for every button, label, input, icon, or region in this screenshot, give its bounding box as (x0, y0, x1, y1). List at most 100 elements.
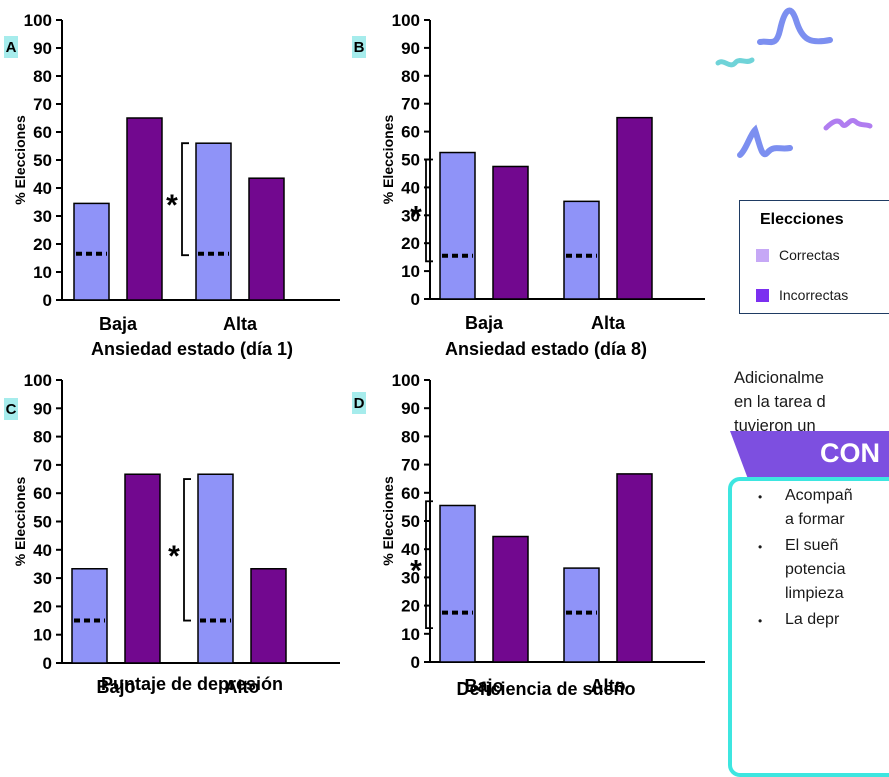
panel-d-significance-star: * (410, 555, 422, 588)
panel-b-x-axis-label: Ansiedad estado (día 8) (445, 339, 647, 359)
panel-d-bar-incorrectas-0 (492, 535, 529, 663)
panel-a-y-tick-label-40: 40 (33, 179, 52, 198)
panel-a-x-tick-label-1: Alta (223, 314, 258, 334)
legend-item-correctas: Correctas (756, 247, 840, 263)
panel-a-y-tick-label-80: 80 (33, 67, 52, 86)
panel-b-bar-incorrectas-1 (616, 116, 653, 300)
panel-letter-a: A (4, 36, 18, 58)
paragraph-line-2: en la tarea d (734, 393, 826, 411)
panel-d-y-tick-label-80: 80 (401, 427, 420, 446)
panel-a-y-tick-label-0: 0 (43, 291, 52, 310)
panel-d-bar-correctas-1 (563, 567, 600, 663)
panel-c-y-axis-label: % Elecciones (12, 477, 28, 567)
legend: Elecciones Correctas Incorrectas (739, 200, 889, 314)
panel-d-y-tick-label-40: 40 (401, 540, 420, 559)
panel-d-y-tick-label-60: 60 (401, 484, 420, 503)
panel-d-x-tick-label-1: Alto (591, 676, 626, 696)
conclusions-heading: CON (820, 438, 880, 468)
legend-swatch-correctas (756, 248, 769, 262)
panel-c-y-tick-label-100: 100 (24, 371, 52, 390)
bullet-dot-1: • (758, 490, 763, 504)
panel-d-x-axis-label: Deficiencia de sueño (456, 679, 635, 699)
bullet-2-line-1: El sueñ (785, 537, 839, 554)
chart-panel-c: 0 10 20 30 40 50 60 70 80 90 100 % Elecciones Bajo Al… (12, 371, 340, 697)
waveform-decoration (715, 7, 873, 158)
waveform-icon-blue-large (757, 7, 833, 46)
panel-a-y-tick-label-60: 60 (33, 123, 52, 142)
panel-c-bar-incorrectas-0 (124, 473, 161, 664)
panel-a-y-axis-label: % Elecciones (12, 115, 28, 205)
panel-d-y-tick-label-70: 70 (401, 456, 420, 475)
panel-b-x-tick-label-0: Baja (465, 313, 504, 333)
bullet-1-line-2: a formar (785, 511, 845, 528)
panel-a-bar-correctas-0 (73, 202, 110, 301)
panel-b-significance-star: * (410, 200, 422, 233)
legend-swatch-incorrectas (756, 288, 769, 302)
panel-b-bar-correctas-1 (563, 200, 600, 300)
panel-letter-d-text: D (353, 394, 365, 412)
panel-letter-b: B (352, 36, 366, 58)
panel-c-bar-correctas-0 (71, 568, 108, 664)
panel-c-y-tick-label-50: 50 (33, 513, 52, 532)
chart-panel-a: 0 10 20 30 40 50 60 70 80 90 100 % Elecciones Baja Al… (12, 11, 340, 359)
panel-b-y-tick-label-40: 40 (401, 178, 420, 197)
legend-label-correctas: Correctas (779, 247, 840, 263)
panel-b-y-axis-label: % Elecciones (380, 115, 396, 205)
panel-a-bar-incorrectas-0 (126, 117, 163, 301)
panel-c-x-axis-label: Puntaje de depresión (101, 674, 283, 694)
panel-a-y-tick-label-90: 90 (33, 39, 52, 58)
panel-c-y-tick-label-60: 60 (33, 484, 52, 503)
legend-title: Elecciones (760, 211, 844, 228)
panel-letter-d: D (352, 392, 366, 414)
panel-c-y-tick-label-30: 30 (33, 569, 52, 588)
panel-d-significance-bracket (425, 500, 433, 630)
panel-b-bar-incorrectas-0 (492, 165, 529, 300)
panel-b-y-tick-label-80: 80 (401, 67, 420, 86)
panel-d-y-tick-label-50: 50 (401, 512, 420, 531)
panel-c-y-tick-label-10: 10 (33, 626, 52, 645)
panel-b-significance-bracket (425, 158, 433, 263)
panel-b-y-tick-label-0: 0 (411, 290, 420, 309)
panel-b-y-tick-label-60: 60 (401, 123, 420, 142)
panel-d-bar-correctas-0 (439, 504, 476, 663)
panel-a-x-tick-label-0: Baja (99, 314, 138, 334)
panel-d-x-tick-label-0: Bajo (464, 676, 503, 696)
legend-label-incorrectas: Incorrectas (779, 287, 849, 303)
bullet-2-line-2: potencia (785, 561, 846, 578)
chart-panel-b: 0 10 20 30 40 50 60 70 80 90 100 % Elecciones Baja Al… (380, 11, 705, 359)
waveform-icon-blue-small (737, 124, 793, 158)
panel-d-y-tick-label-30: 30 (401, 568, 420, 587)
panel-a-bar-correctas-1 (195, 142, 232, 301)
panel-b-y-tick-label-20: 20 (401, 234, 420, 253)
bullet-2-line-3: limpieza (785, 585, 844, 602)
panel-b-bar-correctas-0 (439, 151, 476, 300)
paragraph-line-1: Adicionalme (734, 369, 824, 387)
panel-d-y-tick-label-90: 90 (401, 399, 420, 418)
panel-a-y-tick-label-30: 30 (33, 207, 52, 226)
panel-b-x-tick-label-1: Alta (591, 313, 626, 333)
panel-d-y-tick-label-20: 20 (401, 597, 420, 616)
panel-d-y-axis-label: % Elecciones (380, 476, 396, 566)
panel-c-bar-correctas-1 (197, 473, 234, 664)
panel-letter-b-text: B (353, 38, 365, 56)
paragraph-line-3: tuvieron un (734, 417, 816, 435)
panel-a-y-tick-label-70: 70 (33, 95, 52, 114)
panel-c-y-tick-label-0: 0 (43, 654, 52, 673)
panel-b-y-tick-label-30: 30 (401, 206, 420, 225)
panel-a-y-tick-label-20: 20 (33, 235, 52, 254)
panel-c-bar-incorrectas-1 (250, 568, 287, 664)
panel-b-y-tick-label-90: 90 (401, 39, 420, 58)
panel-b-y-tick-label-100: 100 (392, 11, 420, 30)
panel-d-bar-incorrectas-1 (616, 473, 653, 663)
conclusions-tab (730, 431, 889, 479)
panel-a-significance-bracket (181, 142, 189, 257)
waveform-icon-purple (823, 118, 873, 131)
panel-c-y-tick-label-80: 80 (33, 428, 52, 447)
bullet-dot-3: • (758, 614, 763, 628)
panel-a-bar-incorrectas-1 (248, 177, 285, 301)
panel-b-y-tick-label-50: 50 (401, 151, 420, 170)
panel-c-y-tick-label-40: 40 (33, 541, 52, 560)
panel-d-y-tick-label-100: 100 (392, 371, 420, 390)
panel-c-y-tick-label-90: 90 (33, 399, 52, 418)
panel-c-significance-bracket (183, 478, 191, 622)
